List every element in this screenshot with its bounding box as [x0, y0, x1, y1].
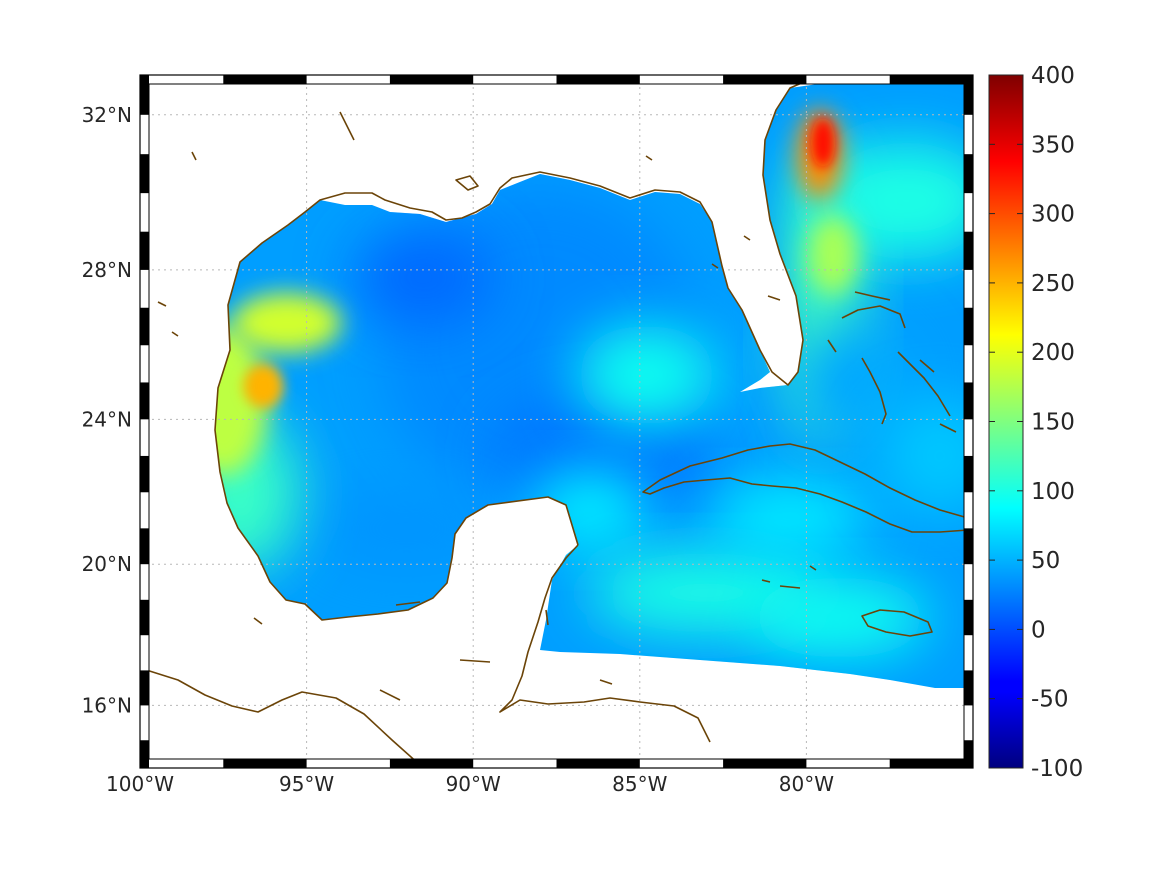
- colorbar-label: 200: [1031, 340, 1075, 366]
- colorbar: 400 350 300 250 200 150 100 50 0 -50 -100: [988, 63, 1083, 782]
- colorbar-label: 400: [1031, 63, 1075, 89]
- central-america-coast: [499, 544, 711, 743]
- frame-checker: [889, 759, 973, 768]
- frame-checker: [140, 154, 149, 194]
- frame-inner-outline: [148, 83, 965, 760]
- field-region-19: [811, 117, 836, 168]
- frame-checker: [140, 670, 149, 706]
- colorbar-label: 350: [1031, 132, 1075, 158]
- map-frame: [139, 74, 974, 769]
- lat-label: 32°N: [82, 103, 132, 127]
- colorbar-label: 0: [1031, 617, 1046, 643]
- coastline: [139, 75, 969, 766]
- colorbar-label: 50: [1031, 548, 1060, 574]
- lat-label: 28°N: [82, 258, 132, 282]
- frame-checker: [964, 231, 973, 270]
- frame-checker: [140, 599, 149, 636]
- field-region-11: [816, 140, 965, 261]
- frame-checker: [964, 528, 973, 565]
- frame-checker: [140, 455, 149, 493]
- frame-checker: [964, 740, 973, 768]
- field-region-3: [316, 488, 497, 569]
- field-region-17: [808, 214, 859, 295]
- gulf-coast-line: [214, 75, 819, 621]
- field-region-4: [215, 412, 300, 573]
- small-islands: [157, 111, 817, 701]
- field-region-14: [215, 325, 269, 476]
- sea-level-field: [215, 84, 965, 688]
- lon-label: 100°W: [106, 772, 174, 796]
- colorbar-label: 150: [1031, 410, 1075, 436]
- frame-checker: [964, 307, 973, 346]
- frame-checker: [723, 75, 807, 84]
- frame-checker: [556, 75, 640, 84]
- lat-label: 16°N: [82, 693, 132, 717]
- lat-label: 24°N: [82, 407, 132, 431]
- field-region-5: [576, 325, 717, 426]
- lat-label: 20°N: [82, 552, 132, 576]
- colorbar-label: 300: [1031, 202, 1075, 228]
- frame-checker: [556, 759, 640, 768]
- frame-right: [964, 75, 973, 768]
- colorbar-label: 250: [1031, 271, 1075, 297]
- colorbar-label: -50: [1031, 687, 1069, 713]
- lon-label: 90°W: [446, 772, 501, 796]
- frame-checker: [964, 154, 973, 194]
- cuba-outline: [642, 443, 969, 533]
- colorbar-label: -100: [1031, 756, 1083, 782]
- field-region-16: [243, 364, 284, 409]
- frame-checker: [964, 599, 973, 636]
- frame-checker: [140, 528, 149, 565]
- field-region-15: [231, 292, 342, 353]
- jamaica-outline: [861, 609, 933, 637]
- frame-checker: [964, 670, 973, 706]
- field-region-2: [353, 227, 494, 328]
- frame-checker: [389, 75, 474, 84]
- field-region-9: [709, 482, 870, 553]
- frame-checker: [140, 382, 149, 420]
- frame-checker: [140, 307, 149, 346]
- frame-checker: [223, 75, 307, 84]
- colorbar-labels: 400 350 300 250 200 150 100 50 0 -50 -100: [1031, 63, 1083, 782]
- field-region-8: [749, 577, 930, 658]
- frame-checker: [140, 75, 149, 115]
- pacific-coast: [139, 667, 421, 766]
- frame-checker: [140, 740, 149, 768]
- frame-checker: [964, 382, 973, 420]
- longitude-labels: 100°W 95°W 90°W 85°W 80°W: [106, 772, 834, 796]
- frame-checker: [964, 75, 973, 115]
- field-region-13: [879, 395, 965, 516]
- frame-checker: [223, 759, 307, 768]
- frame-checker: [140, 231, 149, 270]
- frame-outline: [139, 74, 974, 769]
- frame-left: [140, 75, 149, 768]
- colorbar-label: 100: [1031, 479, 1075, 505]
- frame-checker: [889, 75, 973, 84]
- frame-checker: [964, 455, 973, 493]
- lon-label: 85°W: [612, 772, 667, 796]
- lon-label: 80°W: [779, 772, 834, 796]
- colorbar-ticks: [989, 74, 1023, 769]
- bahamas-islands: [827, 291, 969, 471]
- frame-checker: [389, 759, 474, 768]
- latitude-labels: 16°N 20°N 24°N 28°N 32°N: [82, 103, 132, 718]
- lon-label: 95°W: [279, 772, 334, 796]
- map-gridlines: [140, 75, 973, 768]
- field-region-6: [529, 470, 650, 551]
- frame-checker: [723, 759, 807, 768]
